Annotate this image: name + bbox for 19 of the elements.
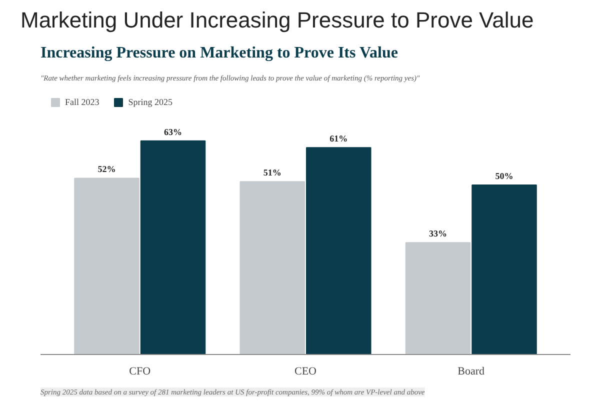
bar <box>306 147 372 354</box>
bar <box>240 181 306 354</box>
bar <box>74 178 140 354</box>
x-tick-label: Board <box>458 366 486 378</box>
data-label: 61% <box>330 134 348 144</box>
data-label: 52% <box>98 164 116 174</box>
legend-label: Fall 2023 <box>65 97 100 107</box>
data-label: 51% <box>263 168 282 178</box>
x-tick-label: CEO <box>294 366 317 378</box>
bar <box>405 242 471 354</box>
chart-title: Marketing Under Increasing Pressure to Prove Value <box>20 8 534 32</box>
x-tick-label: CFO <box>129 366 151 378</box>
bar <box>140 140 206 354</box>
data-label: 33% <box>429 228 447 239</box>
data-label: 63% <box>164 126 182 137</box>
chart-subtitle: Increasing Pressure on Marketing to Prove Its Value <box>40 44 398 62</box>
bar <box>472 184 537 354</box>
data-label: 50% <box>495 170 514 181</box>
legend-label: Spring 2025 <box>128 97 173 107</box>
